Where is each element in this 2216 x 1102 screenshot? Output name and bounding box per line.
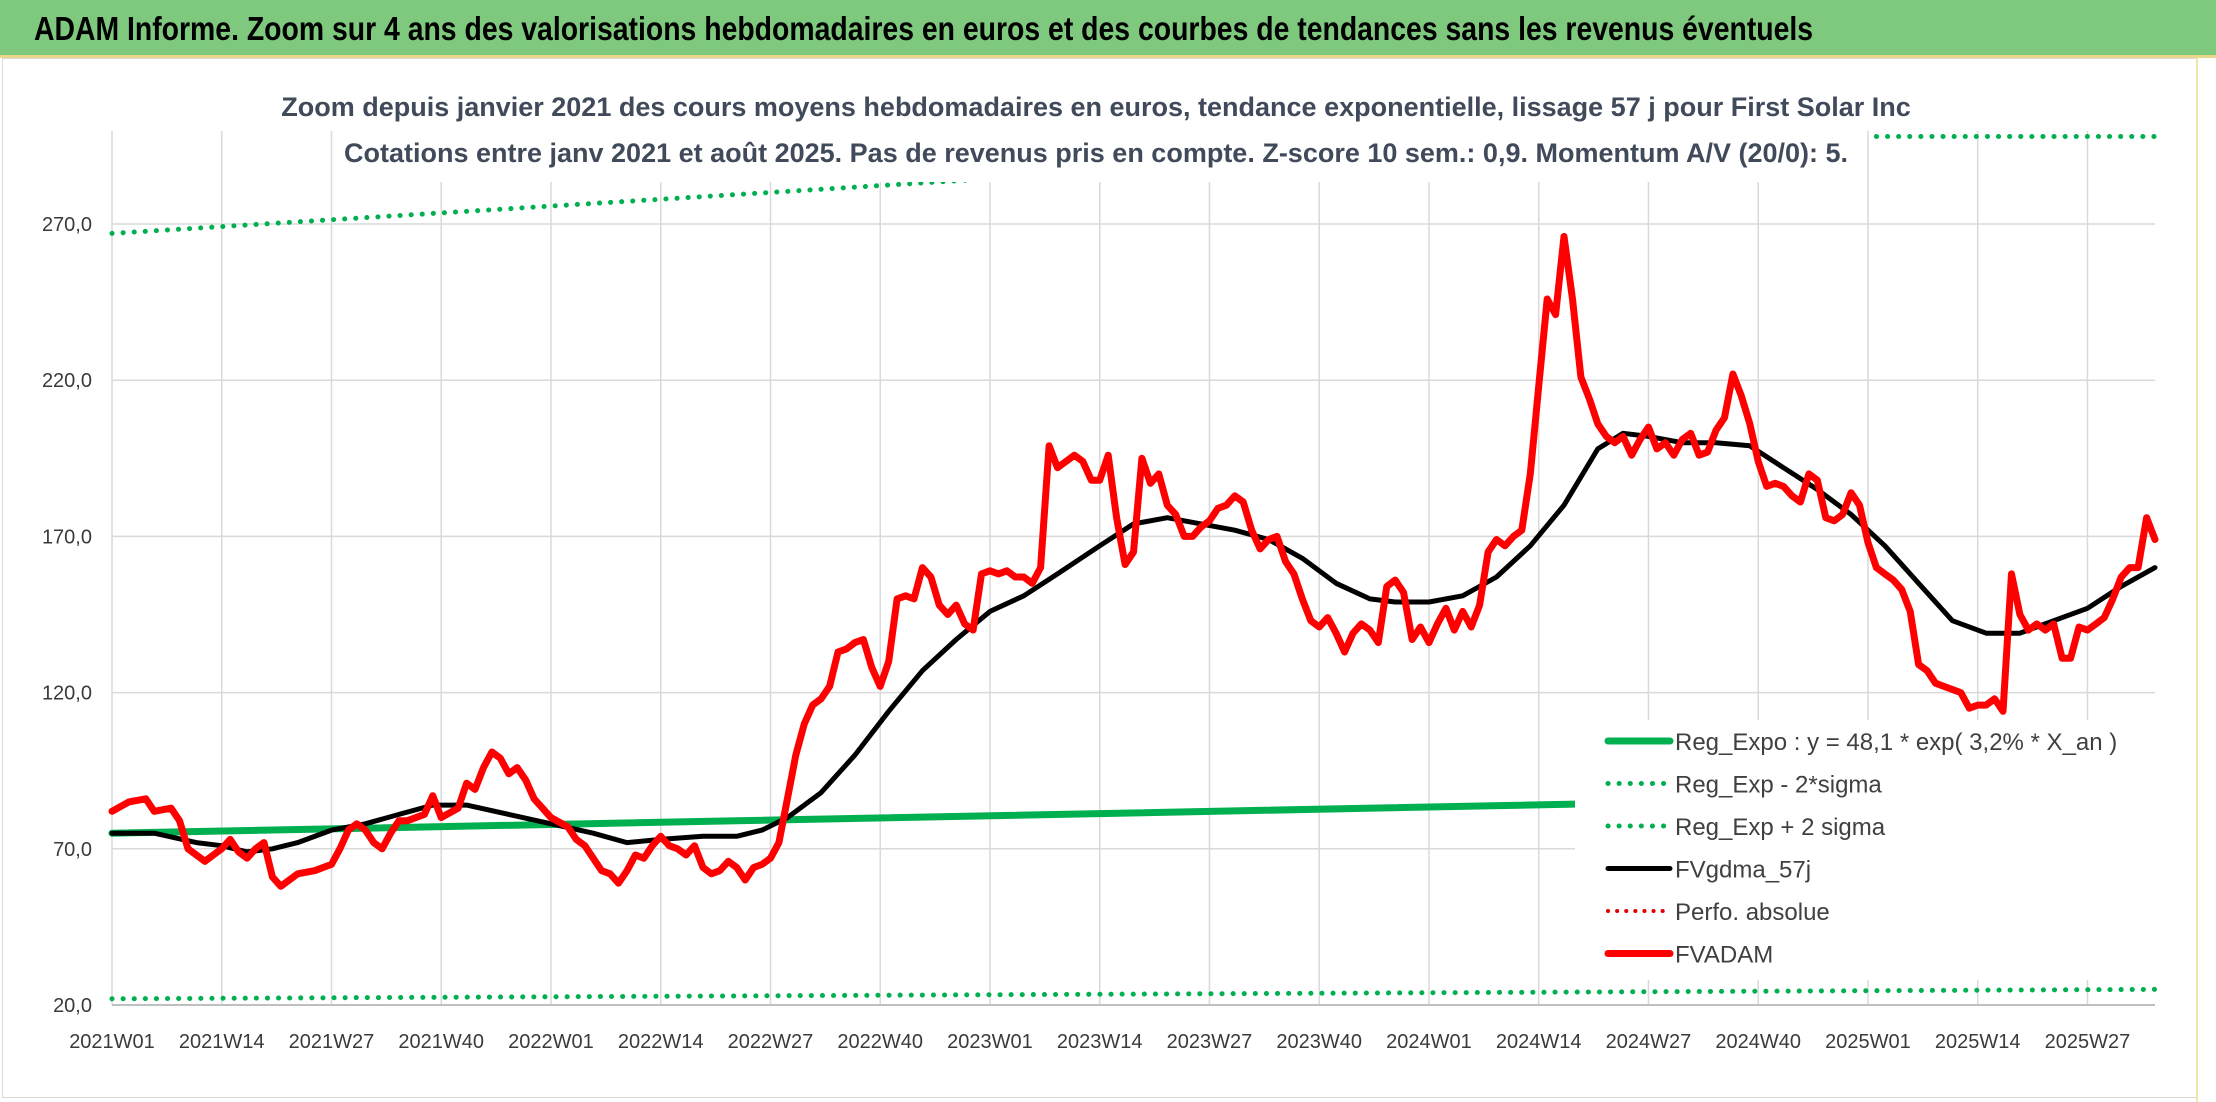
x-tick-label: 2021W40 — [398, 1031, 484, 1053]
right-edge-strip — [2196, 58, 2216, 1102]
x-tick-label: 2022W14 — [618, 1031, 704, 1053]
x-tick-label: 2024W40 — [1715, 1031, 1801, 1053]
x-tick-label: 2021W27 — [289, 1031, 375, 1053]
x-axis-ticks: 2021W01 2021W14 2021W27 2021W40 2022W01 2022W… — [69, 1031, 2130, 1053]
legend-label: FVADAM — [1675, 942, 1773, 969]
y-tick-label: 120,0 — [42, 683, 92, 705]
subtitle-background — [350, 82, 1860, 182]
legend-label: Reg_Exp - 2*sigma — [1675, 772, 1882, 799]
x-tick-label: 2022W27 — [728, 1031, 814, 1053]
legend: Reg_Expo : y = 48,1 * exp( 3,2% * X_an )… — [1604, 729, 2117, 969]
x-tick-label: 2021W01 — [69, 1031, 155, 1053]
series-fvadam — [108, 233, 2159, 890]
y-axis-ticks: 20,0 70,0 120,0 170,0 220,0 270,0 — [42, 214, 92, 1017]
x-tick-label: 2024W27 — [1606, 1031, 1692, 1053]
x-tick-label: 2025W01 — [1825, 1031, 1911, 1053]
x-tick-label: 2025W27 — [2045, 1031, 2131, 1053]
x-tick-label: 2024W14 — [1496, 1031, 1582, 1053]
legend-label: Perfo. absolue — [1675, 899, 1830, 926]
legend-background — [1575, 720, 2175, 980]
y-tick-label: 270,0 — [42, 214, 92, 236]
x-tick-label: 2022W40 — [837, 1031, 923, 1053]
y-tick-label: 220,0 — [42, 370, 92, 392]
x-tick-label: 2023W40 — [1276, 1031, 1362, 1053]
series-reg-exp-2-sigma — [109, 171, 1069, 236]
x-tick-label: 2022W01 — [508, 1031, 594, 1053]
x-tick-label: 2021W14 — [179, 1031, 265, 1053]
series-reg-exp-2-sigma — [109, 986, 2158, 1002]
x-tick-label: 2024W01 — [1386, 1031, 1472, 1053]
y-tick-label: 20,0 — [53, 995, 92, 1017]
report-title: ADAM Informe. Zoom sur 4 ans des valoris… — [34, 10, 1814, 47]
legend-label: Reg_Expo : y = 48,1 * exp( 3,2% * X_an ) — [1675, 729, 2117, 756]
y-tick-label: 70,0 — [53, 839, 92, 861]
y-tick-label: 170,0 — [42, 526, 92, 548]
legend-label: Reg_Exp + 2 sigma — [1675, 814, 1886, 841]
x-tick-label: 2023W14 — [1057, 1031, 1143, 1053]
report-banner: ADAM Informe. Zoom sur 4 ans des valoris… — [0, 0, 2216, 58]
x-tick-label: 2023W01 — [947, 1031, 1033, 1053]
chart-title: Zoom depuis janvier 2021 des cours moyen… — [281, 92, 1911, 122]
chart-subtitle: Cotations entre janv 2021 et août 2025. … — [344, 138, 1848, 168]
x-tick-label: 2025W14 — [1935, 1031, 2021, 1053]
legend-label: FVgdma_57j — [1675, 857, 1811, 884]
x-tick-label: 2023W27 — [1167, 1031, 1253, 1053]
